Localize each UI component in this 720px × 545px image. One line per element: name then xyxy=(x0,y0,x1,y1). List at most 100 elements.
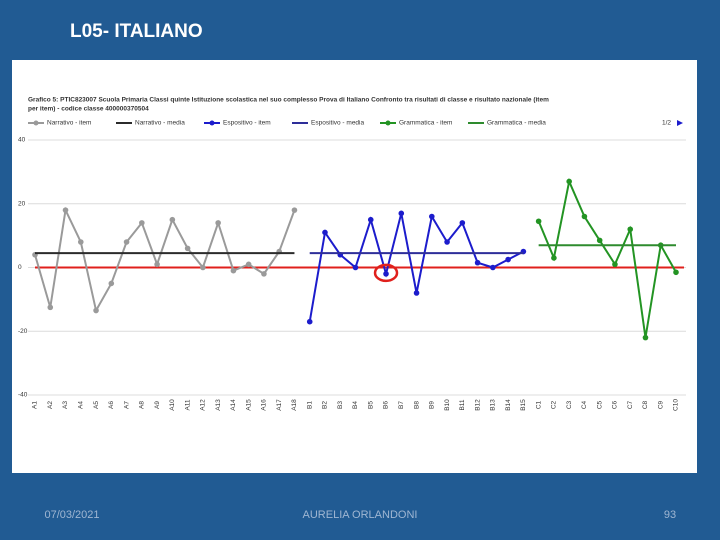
x-tick-label: A7 xyxy=(123,401,130,409)
x-tick-label: B3 xyxy=(337,401,344,409)
point xyxy=(291,207,298,213)
y-tick-label: 40 xyxy=(18,137,26,144)
x-tick-label: A8 xyxy=(139,401,146,409)
point xyxy=(154,261,160,268)
point xyxy=(108,280,115,287)
point xyxy=(596,237,603,244)
point xyxy=(459,220,466,226)
y-tick-label: 20 xyxy=(18,200,26,207)
legend-label: Espositivo - item xyxy=(223,120,271,127)
point xyxy=(429,213,435,220)
point xyxy=(47,304,54,311)
point xyxy=(474,259,481,266)
x-tick-label: C2 xyxy=(551,400,558,409)
chart-title: Grafico 5: PTIC823007 Scuola Primaria Cl… xyxy=(28,97,549,104)
x-tick-label: A17 xyxy=(276,399,283,411)
highlight xyxy=(373,263,399,283)
point xyxy=(261,271,267,277)
point xyxy=(352,264,359,271)
y-tick-label: 0 xyxy=(18,264,22,271)
x-tick-label: B9 xyxy=(429,401,436,409)
x-tick-label: C10 xyxy=(673,399,680,411)
point xyxy=(245,261,252,268)
footer-date: 07/03/2021 xyxy=(44,509,99,521)
x-tick-label: A15 xyxy=(245,399,252,411)
point xyxy=(490,264,496,271)
x-tick-label: B4 xyxy=(352,401,359,409)
x-tick-label: B2 xyxy=(322,401,329,409)
x-tick-label: A16 xyxy=(261,399,268,411)
x-tick-label: A9 xyxy=(154,401,161,409)
point xyxy=(581,213,588,220)
x-tick-label: C9 xyxy=(657,400,664,409)
point xyxy=(200,264,206,271)
legend-page[interactable]: 1/2 xyxy=(662,120,671,127)
footer-page: 93 xyxy=(664,509,676,521)
x-tick-label: A12 xyxy=(200,399,207,411)
legend-label: Narrativo - media xyxy=(135,120,185,127)
x-tick-label: C4 xyxy=(581,400,588,409)
x-tick-label: A14 xyxy=(230,399,237,411)
x-tick-label: B1 xyxy=(306,401,313,409)
point xyxy=(551,255,557,261)
point xyxy=(322,229,328,236)
point xyxy=(413,290,420,296)
x-tick-label: B15 xyxy=(520,399,527,411)
x-tick-label: A3 xyxy=(62,401,69,409)
x-tick-label: A4 xyxy=(78,401,85,409)
point xyxy=(535,218,542,225)
point xyxy=(77,239,84,245)
point xyxy=(642,334,649,341)
x-tick-label: B5 xyxy=(367,401,374,409)
legend-next[interactable] xyxy=(677,120,683,126)
footer-author: AURELIA ORLANDONI xyxy=(303,509,418,521)
x-tick-label: C8 xyxy=(642,400,649,409)
point xyxy=(306,318,313,325)
x-tick-label: A5 xyxy=(93,401,100,409)
legend-marker xyxy=(385,120,391,126)
point xyxy=(230,267,237,274)
legend-marker xyxy=(33,120,39,126)
point xyxy=(123,239,130,245)
x-tick-label: A6 xyxy=(108,401,115,409)
x-tick-label: C5 xyxy=(596,400,603,409)
point xyxy=(169,216,176,223)
legend-label: Espositivo - media xyxy=(311,120,364,127)
series-line xyxy=(34,206,296,314)
x-tick-label: A18 xyxy=(291,399,298,411)
x-tick-label: C7 xyxy=(627,400,634,409)
point xyxy=(93,307,99,314)
y-tick-label: -40 xyxy=(18,392,28,399)
x-tick-label: B6 xyxy=(383,401,390,409)
legend-label: Grammatica - media xyxy=(487,120,546,127)
x-tick-label: A10 xyxy=(169,399,176,411)
point xyxy=(398,210,405,217)
x-tick-label: B8 xyxy=(413,401,420,409)
point xyxy=(215,220,221,226)
x-tick-label: B11 xyxy=(459,399,466,410)
legend-marker xyxy=(209,120,215,126)
x-tick-label: B10 xyxy=(444,399,451,411)
point xyxy=(444,239,450,245)
x-tick-label: B7 xyxy=(398,401,405,409)
x-tick-label: C6 xyxy=(612,400,619,409)
point xyxy=(627,226,634,233)
x-tick-label: C3 xyxy=(566,400,573,409)
point xyxy=(62,207,69,213)
point xyxy=(673,269,679,276)
x-tick-label: A13 xyxy=(215,399,222,411)
x-tick-label: A11 xyxy=(184,399,191,410)
point xyxy=(367,216,374,223)
x-tick-label: C1 xyxy=(535,400,542,409)
point xyxy=(566,178,572,185)
series-line xyxy=(537,178,677,338)
point xyxy=(139,220,145,226)
point xyxy=(383,271,389,277)
x-tick-label: B13 xyxy=(490,399,497,411)
legend-label: Narrativo - item xyxy=(47,120,91,127)
y-tick-label: -20 xyxy=(18,328,28,335)
x-tick-label: A1 xyxy=(32,401,39,409)
x-tick-label: B14 xyxy=(505,399,512,411)
point xyxy=(505,256,511,263)
